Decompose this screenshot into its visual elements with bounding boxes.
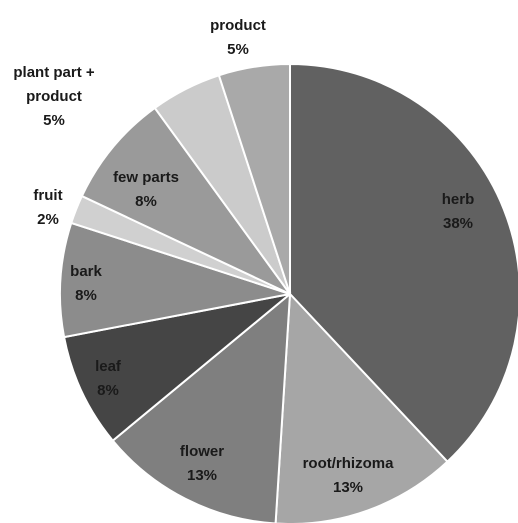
slice-percent-label-few-parts: 8% (135, 193, 157, 210)
pie-slice-flower (111, 291, 292, 523)
slice-name-label-product: product (210, 17, 266, 34)
pie-slices (59, 62, 518, 523)
slice-name-label-fruit: fruit (33, 187, 62, 204)
pie-slice-bark (59, 221, 291, 339)
slice-percent-label-product: 5% (227, 41, 249, 58)
pie-slice-root-rhizoma (274, 291, 449, 523)
slice-percent-label-bark: 8% (75, 287, 97, 304)
pie-slice-product (217, 62, 291, 295)
slice-percent-label-plant-part-product: 5% (43, 112, 65, 129)
slice-name-label-plant-part-product-0: plant part + (13, 64, 95, 81)
slice-name-label-bark: bark (70, 263, 102, 280)
pie-slice-leaf (62, 293, 291, 443)
slice-name-label-few-parts: few parts (113, 169, 179, 186)
slice-name-label-plant-part-product-1: product (26, 88, 82, 105)
pie-slice-few-parts (80, 106, 291, 295)
slice-name-label-herb: herb (442, 191, 475, 208)
slice-name-label-leaf: leaf (95, 358, 122, 375)
slice-percent-label-fruit: 2% (37, 211, 59, 228)
pie-slice-herb (289, 62, 518, 464)
slice-percent-label-herb: 38% (443, 215, 473, 232)
slice-percent-label-leaf: 8% (97, 382, 119, 399)
slice-name-label-root-rhizoma: root/rhizoma (303, 455, 394, 472)
pie-labels: herb 38% root/rhizoma 13% flower 13% leaf 8% bar… (13, 17, 474, 496)
slice-name-label-flower: flower (180, 443, 224, 460)
slice-percent-label-root-rhizoma: 13% (333, 479, 363, 496)
slice-percent-label-flower: 13% (187, 467, 217, 484)
